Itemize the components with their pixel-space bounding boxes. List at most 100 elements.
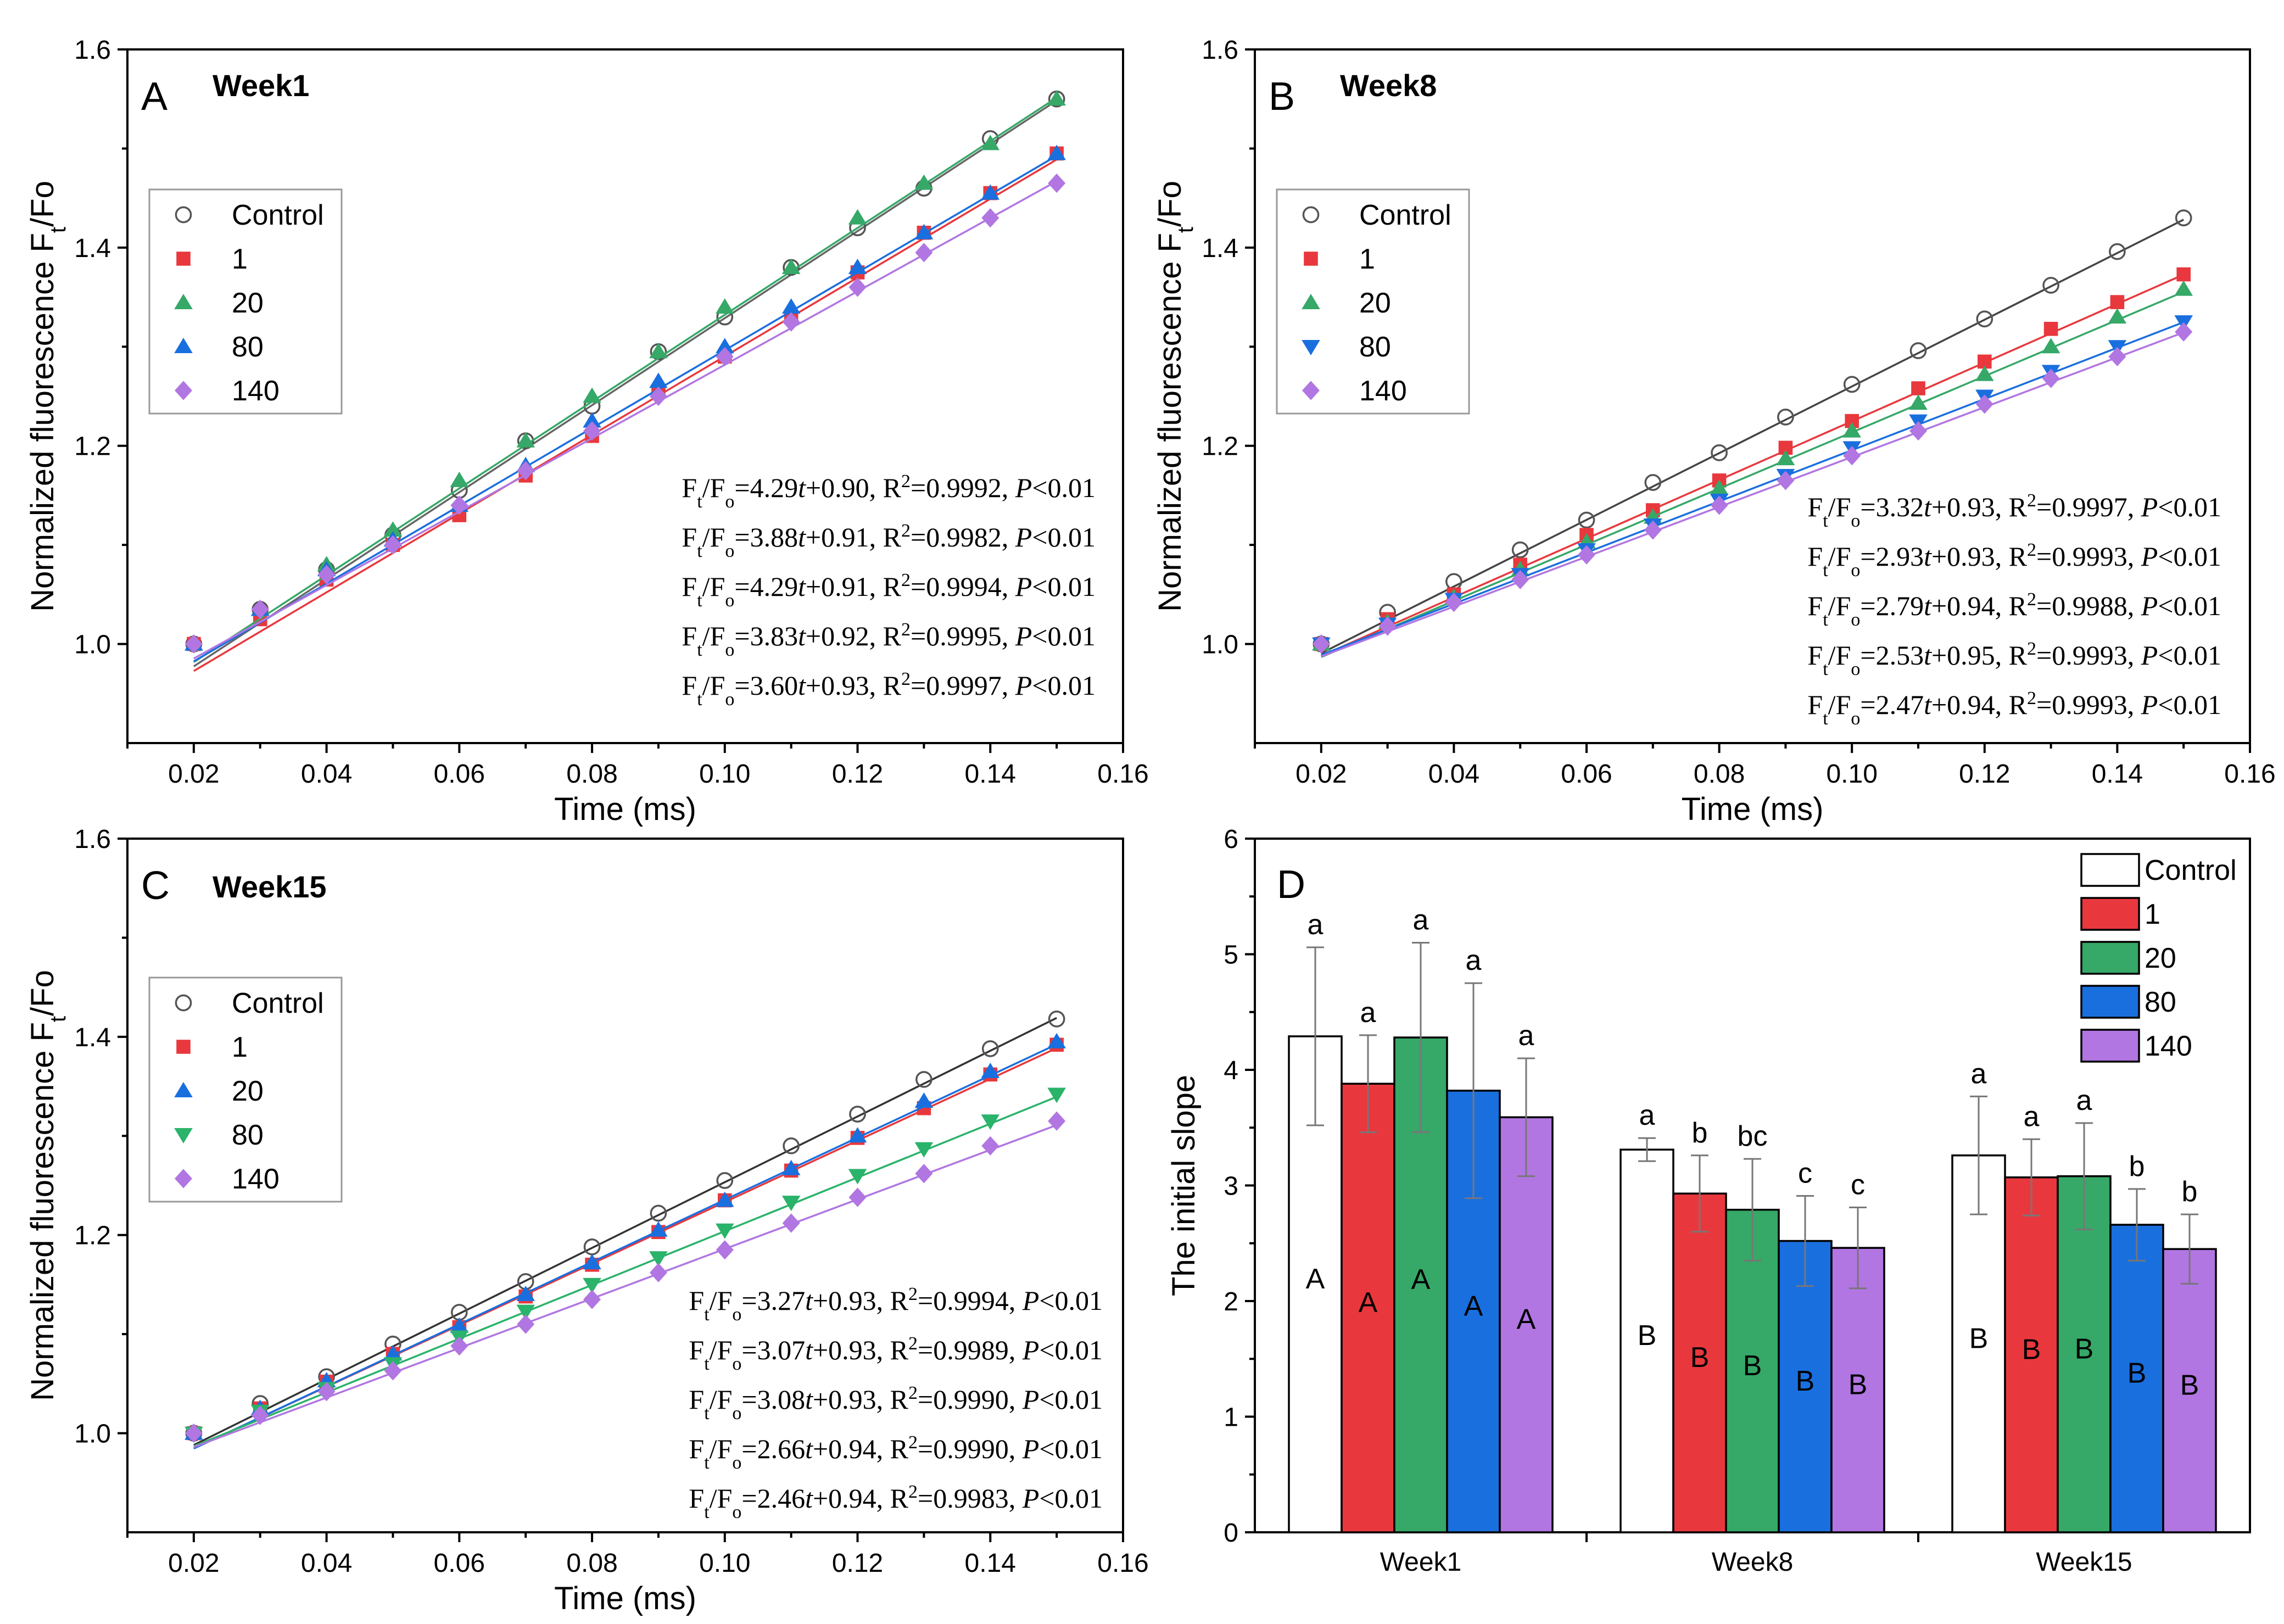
fit-equation: Ft/Fo=2.47t+0.94, R2=0.9993, P<0.01 [1807,688,2221,729]
data-point-140 [384,535,402,555]
data-point-20 [981,135,1000,150]
data-point-140 [1909,421,1927,441]
legend-label: 140 [232,1163,280,1195]
legend-label: 20 [2145,942,2176,974]
y-tick-label: 4 [1224,1056,1238,1085]
group-letter: B [1849,1369,1868,1401]
y-tick-label: 1.6 [1202,36,1238,65]
group-letter: A [1359,1287,1378,1319]
x-tick-label: 0.08 [1694,760,1745,789]
legend-swatch-80 [2080,985,2140,1019]
legend-marker-80 [174,338,193,353]
fit-line-140 [193,1124,1057,1448]
data-point-Control [915,1071,932,1088]
data-point-140 [782,312,800,332]
data-point-Control [849,1106,866,1123]
legend-marker-140 [175,1169,192,1188]
data-point-Control [1048,1011,1065,1028]
legend-label: Control [1359,199,1451,231]
data-point-140 [251,1405,269,1425]
plot-frame [126,838,1124,1533]
y-tick-label: 1.6 [74,825,111,854]
panel-label: B [1269,75,1295,119]
legend-label: 1 [232,243,248,275]
data-point-20 [2108,308,2127,324]
x-tick-label: 0.12 [832,1549,883,1578]
y-tick-label: 5 [1224,941,1238,970]
group-letter: B [1743,1350,1762,1382]
data-point-140 [2042,369,2060,388]
data-point-Control [1644,474,1662,491]
significance-letter: a [2076,1085,2092,1117]
group-letter: B [1969,1322,1989,1354]
data-point-Control [981,1040,999,1057]
legend-swatch-Control [2080,853,2140,887]
panel-c: 0.02 0.04 0.06 0.08 0.10 0.12 0.14 0.16 1.0 1.2 1.… [25,825,1149,1616]
plot-frame [126,48,1124,744]
data-point-140 [317,565,336,584]
group-letter: B [1796,1365,1815,1397]
y-tick-label: 1.4 [74,1023,111,1052]
data-point-140 [450,1336,468,1356]
significance-letter: a [1639,1100,1655,1131]
y-tick-label: 1.4 [1202,234,1238,263]
data-point-Control [2175,209,2192,227]
data-point-Control [1976,310,1993,328]
data-point-140 [649,1263,667,1282]
data-point-140 [2175,322,2193,342]
plot-frame [1254,48,2251,744]
legend-marker-1 [176,252,191,266]
legend-label: 80 [232,1119,264,1151]
significance-letter: b [2129,1151,2145,1182]
x-tick-label: 0.16 [1097,1549,1148,1578]
legend-label: 80 [232,331,264,363]
data-point-1 [2176,267,2191,282]
data-point-Control [783,1137,800,1154]
data-point-140 [384,1361,402,1381]
panel-a: 0.02 0.04 0.06 0.08 0.10 0.12 0.14 0.16 1.0 1.2 1.… [25,36,1149,827]
x-tick-label: 0.04 [1428,760,1479,789]
fit-equation: Ft/Fo=4.29t+0.91, R2=0.9994, P<0.01 [682,570,1096,611]
data-point-140 [1312,634,1330,654]
week-label: Week15 [213,869,327,904]
data-point-80 [781,1196,801,1212]
data-point-20 [781,1159,801,1175]
bar-1-Week8 [1672,1192,1727,1533]
group-letter: B [1638,1320,1657,1352]
group-letter: B [2022,1333,2041,1365]
data-point-Control [1711,444,1728,461]
data-point-80 [781,298,801,314]
data-point-20 [450,471,469,487]
y-axis-label: Normalized fluorescence Ft/Fo [25,970,70,1401]
x-axis-label: Time (ms) [1682,791,1824,827]
significance-letter: c [1851,1169,1865,1201]
y-tick-label: 1.0 [74,630,111,660]
data-point-20 [1842,422,1861,438]
data-point-20 [848,1127,867,1143]
data-point-20 [2174,280,2193,296]
data-point-20 [716,1191,734,1207]
fit-equation: Ft/Fo=4.29t+0.90, R2=0.9992, P<0.01 [682,471,1096,512]
fit-equation: Ft/Fo=2.46t+0.94, R2=0.9983, P<0.01 [689,1482,1103,1522]
legend-marker-1 [176,1040,191,1054]
bar-80-Week8 [1778,1240,1833,1533]
legend-marker-Control [1302,206,1320,224]
x-tick-label: 0.06 [1561,760,1612,789]
data-point-140 [517,1314,535,1334]
data-point-140 [915,243,933,263]
group-letter: A [1411,1264,1431,1296]
data-point-Control [2042,277,2059,294]
x-axis-label: Time (ms) [554,791,696,827]
legend-marker-140 [175,381,192,400]
panel-label: A [141,75,167,119]
data-point-80 [583,1277,601,1293]
data-point-140 [1843,446,1861,466]
fit-line-20 [193,97,1058,663]
fit-line-80 [193,155,1058,662]
data-point-140 [1048,1111,1066,1131]
y-tick-label: 3 [1224,1172,1238,1201]
group-letter: B [2180,1370,2199,1402]
bar-80-Week15 [2109,1224,2164,1533]
legend-label: 140 [1359,375,1407,407]
fit-equation: Ft/Fo=2.79t+0.94, R2=0.9988, P<0.01 [1807,589,2221,630]
